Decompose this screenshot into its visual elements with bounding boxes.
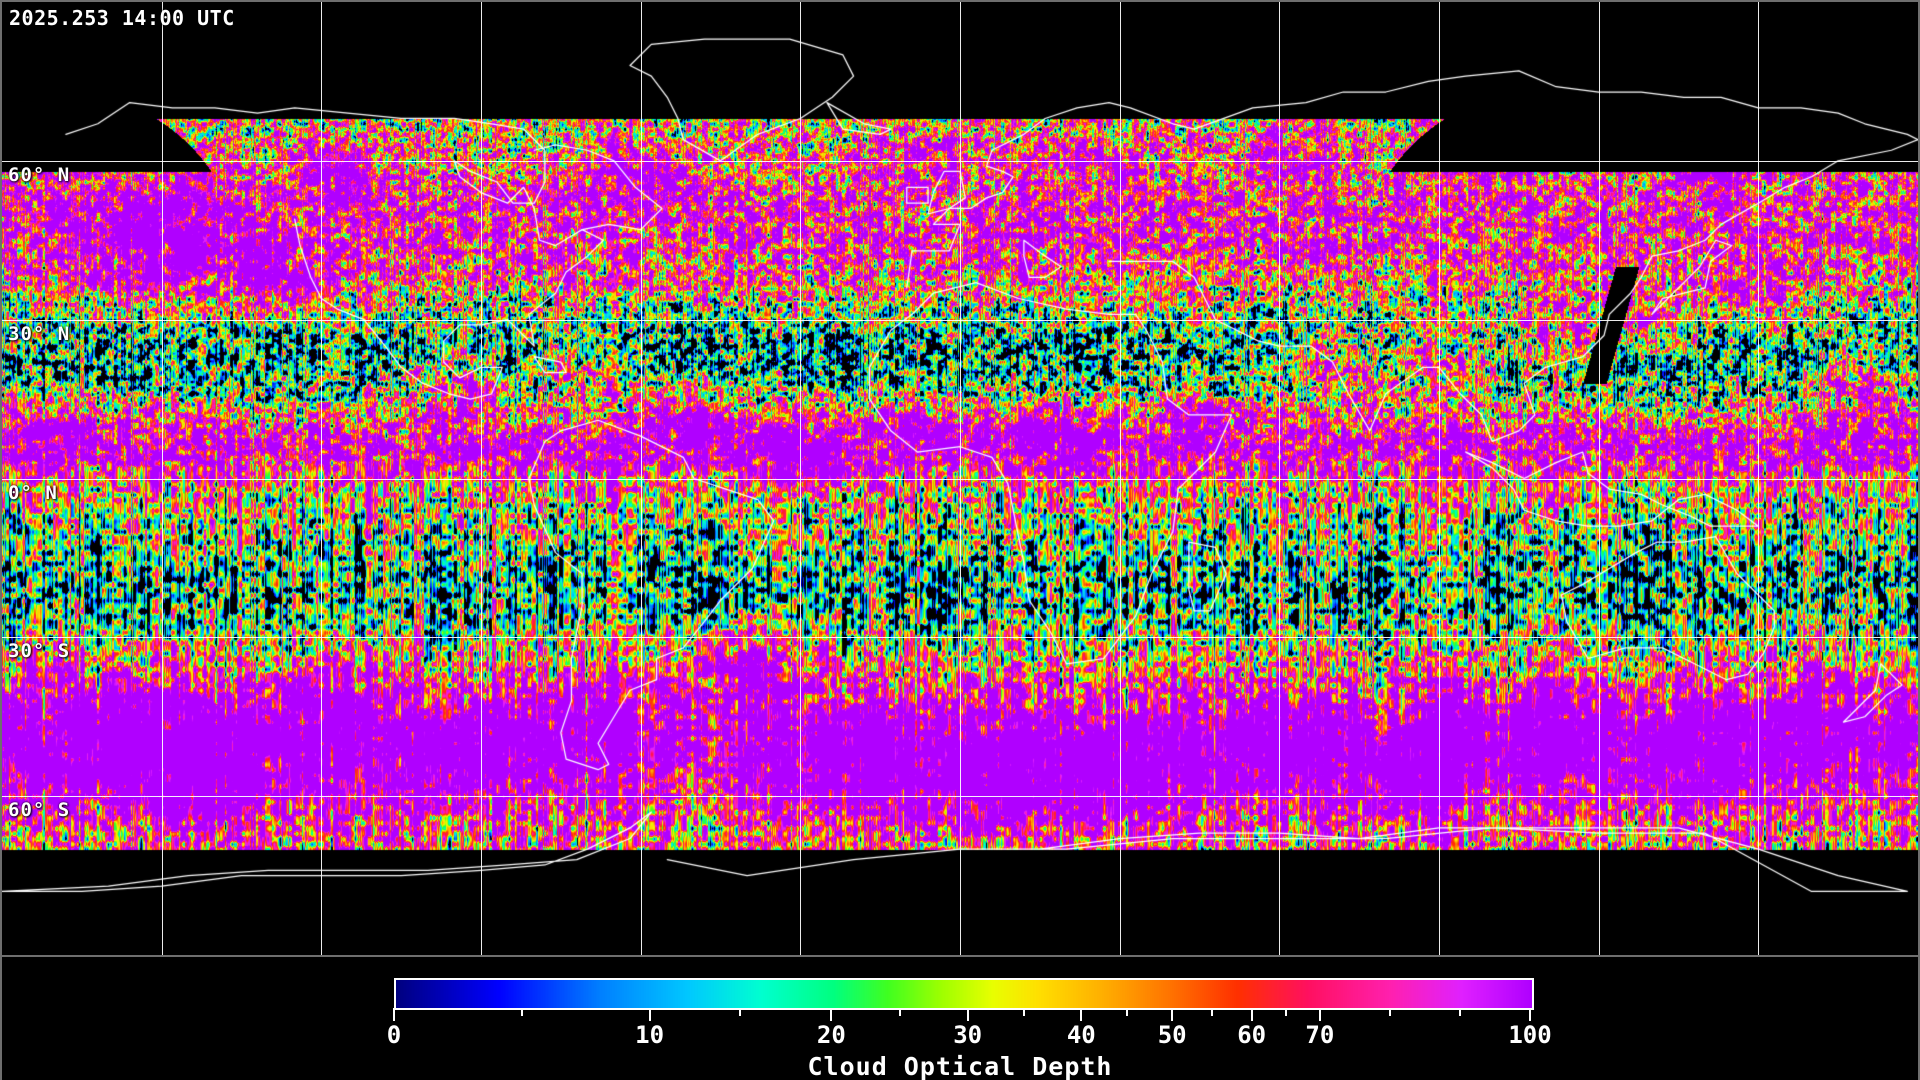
latitude-label: 0° N: [8, 481, 58, 504]
colorbar-tick-layer: [393, 1008, 1534, 1024]
timestamp-label: 2025.253 14:00 UTC: [9, 6, 235, 30]
colorbar-tick-minor: [1388, 1008, 1391, 1016]
latitude-label: 60° S: [8, 799, 71, 822]
meridian-line: [481, 2, 482, 955]
latitude-label: 30° S: [8, 640, 71, 663]
colorbar-tick-minor: [1125, 1008, 1128, 1016]
parallel-line: [2, 320, 1918, 321]
global-map-panel[interactable]: 60° N 30° N 0° N 30° S 60° S 2025.253 14:00 …: [2, 2, 1918, 957]
colorbar-tick-major: [393, 1008, 395, 1021]
colorbar-tick-major: [1529, 1008, 1531, 1021]
colorbar-tick-label: 60: [1237, 1021, 1267, 1049]
colorbar-tick-label: 50: [1157, 1021, 1187, 1049]
parallel-line: [2, 161, 1918, 162]
meridian-line: [800, 2, 801, 955]
colorbar-tick-minor: [1284, 1008, 1287, 1016]
meridian-line: [321, 2, 322, 955]
meridian-line: [1599, 2, 1600, 955]
colorbar-tick-major: [830, 1008, 833, 1021]
latitude-label: 60° N: [8, 163, 71, 186]
colorbar-tick-label: 10: [635, 1021, 665, 1049]
parallel-line: [2, 796, 1918, 797]
colorbar-tick-minor: [1458, 1008, 1461, 1016]
colorbar-tick-major: [1250, 1008, 1253, 1021]
parallel-line: [2, 637, 1918, 638]
colorbar-legend-panel: 0 10 20 30 40 50 60 70 100 Cloud Optical Depth: [2, 959, 1918, 1080]
colorbar-tick-major: [1171, 1008, 1174, 1021]
colorbar-tick-major: [1080, 1008, 1083, 1021]
meridian-line: [162, 2, 163, 955]
meridian-line: [1758, 2, 1759, 955]
colorbar-tick-minor: [898, 1008, 901, 1016]
colorbar-tick-label: 30: [953, 1021, 983, 1049]
meridian-line: [1120, 2, 1121, 955]
colorbar-tick-label: 70: [1305, 1021, 1335, 1049]
meridian-line: [641, 2, 642, 955]
colorbar-tick-label: 40: [1066, 1021, 1096, 1049]
colorbar-tick-major: [648, 1008, 651, 1021]
colorbar-gradient: [396, 980, 1532, 1008]
meridian-line: [1439, 2, 1440, 955]
latitude-label: 30° N: [8, 322, 71, 345]
colorbar-tick-minor: [520, 1008, 523, 1016]
colorbar-tick-major: [1318, 1008, 1321, 1021]
colorbar-tick-major: [966, 1008, 969, 1021]
colorbar-tick-label: 0: [386, 1021, 402, 1049]
colorbar-tick-minor: [1210, 1008, 1213, 1016]
colorbar-tick-label-layer: 0 10 20 30 40 50 60 70 100: [387, 1021, 1552, 1051]
colorbar-tick-minor: [739, 1008, 742, 1016]
parallel-line: [2, 479, 1918, 480]
colorbar-frame: [394, 978, 1534, 1010]
meridian-line: [1279, 2, 1280, 955]
colorbar-title: Cloud Optical Depth: [807, 1052, 1113, 1080]
meridian-line: [960, 2, 961, 955]
colorbar-tick-label: 100: [1508, 1021, 1552, 1049]
colorbar-tick-minor: [1023, 1008, 1026, 1016]
colorbar-tick-label: 20: [816, 1021, 846, 1049]
